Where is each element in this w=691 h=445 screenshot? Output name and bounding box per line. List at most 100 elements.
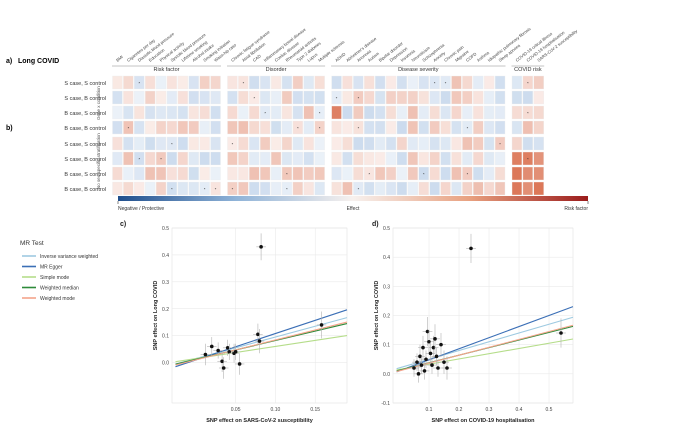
data-point [559, 331, 563, 335]
heatmap-cell [407, 90, 418, 105]
heatmap-cell [155, 136, 167, 151]
colorbar-left-label: Negative / Protective [118, 206, 164, 212]
heatmap-cell [462, 90, 473, 105]
heatmap-cell [462, 120, 473, 135]
heatmap-cell [451, 136, 462, 151]
heatmap-cell [440, 166, 451, 181]
heatmap-cell [314, 90, 325, 105]
data-point [412, 366, 416, 370]
significance-mark: * [286, 172, 288, 177]
heatmap-cell [177, 136, 188, 151]
heatmap-cell [112, 151, 123, 166]
heatmap-cell [342, 90, 353, 105]
heatmap-cell [375, 75, 386, 90]
heatmap-cell [484, 105, 495, 120]
group-label-2: Disease severity [398, 67, 439, 73]
heatmap-cell [260, 136, 271, 151]
heatmap-cell [260, 75, 271, 90]
heatmap-cell [199, 181, 210, 196]
trait-label: CAD [252, 53, 262, 62]
heatmap-cell [314, 181, 325, 196]
heatmap-cell [210, 136, 221, 151]
heatmap-cell [123, 75, 134, 90]
heatmap-cell [385, 151, 397, 166]
heatmap-cell [522, 120, 534, 135]
legend-label: Weighted median [40, 286, 79, 292]
heatmap-cell [396, 90, 408, 105]
heatmap-cell [260, 90, 271, 105]
heatmap-cell [155, 151, 167, 166]
heatmap-cell [270, 166, 282, 181]
heatmap-cell [353, 151, 364, 166]
heatmap-cell [331, 181, 342, 196]
heatmap-cell [227, 181, 238, 196]
legend-label: Simple mode [40, 275, 69, 281]
data-point [433, 337, 437, 341]
heatmap-cell [484, 151, 495, 166]
heatmap-cell [238, 151, 249, 166]
data-point [425, 329, 430, 334]
significance-mark: * [467, 172, 469, 177]
y-tick-label: 0.2 [383, 314, 390, 320]
heatmap-cell [144, 90, 156, 105]
heatmap-cell [533, 151, 544, 166]
heatmap-cell [281, 120, 293, 135]
heatmap-cell [123, 105, 134, 120]
heatmap-cell [303, 120, 314, 135]
heatmap-cell [364, 105, 375, 120]
heatmap-cell [418, 75, 429, 90]
heatmap-cell [484, 136, 495, 151]
data-point [221, 366, 226, 370]
x-tick-label: 0.10 [271, 407, 281, 413]
heatmap-cell [227, 120, 238, 135]
heatmap-cell [484, 166, 495, 181]
heatmap-cell [188, 105, 199, 120]
y-tick-label: 0.0 [162, 361, 169, 367]
heatmap-cell [484, 90, 495, 105]
y-tick-label: 0.3 [162, 280, 169, 286]
significance-mark: * [128, 126, 130, 131]
data-point [434, 354, 439, 359]
heatmap-cell [144, 75, 156, 90]
significance-mark: * [358, 96, 360, 101]
heatmap-cell [331, 75, 342, 90]
y-tick-label: 0.1 [383, 343, 390, 349]
data-point [418, 354, 422, 359]
significance-mark: * [232, 187, 234, 192]
mr-line [175, 321, 348, 366]
y-tick-label: 0.4 [162, 253, 169, 259]
heatmap-cell [314, 136, 325, 151]
heatmap-cell [281, 136, 293, 151]
x-tick-label: 0.5 [546, 407, 553, 413]
heatmap-cell [155, 90, 167, 105]
data-point [237, 362, 242, 366]
heatmap-cell [440, 181, 451, 196]
heatmap-cell [533, 166, 544, 181]
heatmap-cell [249, 90, 260, 105]
heatmap-cell [210, 181, 221, 196]
heatmap-cell [144, 166, 156, 181]
heatmap-cell [418, 181, 429, 196]
heatmap-cell [364, 181, 375, 196]
heatmap-cell [260, 166, 271, 181]
side-label-a: Gene x condition [96, 86, 101, 120]
colorbar-gradient [118, 196, 588, 201]
heatmap-cell [440, 90, 451, 105]
heatmap-cell [144, 136, 156, 151]
heatmap-cell [522, 75, 534, 90]
data-point [319, 323, 324, 327]
heatmap-cell [303, 151, 314, 166]
significance-mark: * [527, 81, 529, 86]
heatmap-cell [494, 90, 506, 105]
heatmap-cell [533, 75, 544, 90]
heatmap-cell [429, 166, 440, 181]
heatmap-cell [303, 90, 314, 105]
heatmap-cell [166, 90, 178, 105]
significance-mark: * [264, 111, 266, 116]
x-axis-label: SNP effect on SARS-CoV-2 susceptibility [206, 418, 314, 424]
heatmap-cell [166, 166, 178, 181]
heatmap-cell [396, 75, 408, 90]
heatmap-cell [418, 136, 429, 151]
heatmap-cell [303, 136, 314, 151]
heatmap-cell [177, 105, 188, 120]
